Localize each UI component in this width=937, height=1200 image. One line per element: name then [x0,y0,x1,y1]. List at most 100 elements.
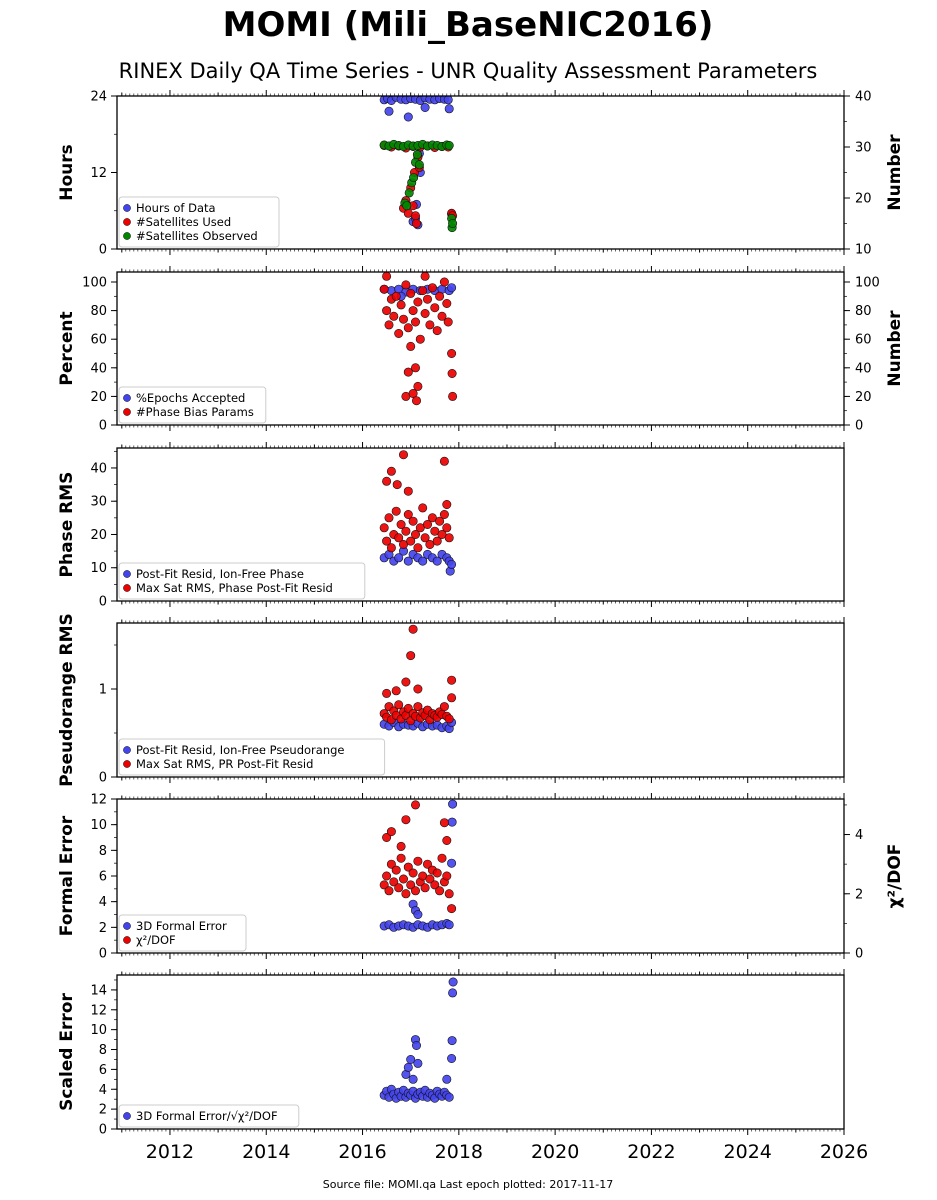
data-point [410,211,420,221]
y-tick-label: 12 [90,793,107,808]
data-point [443,96,453,105]
y-tick-label: 24 [90,90,107,105]
data-point [442,298,452,308]
panel-4: 0 1 Pseudorange RMS Post-Fit Resid, Ion-Fre… [57,613,845,787]
legend-entry: Hours of Data [136,201,216,215]
data-point [410,886,420,896]
data-point [384,886,394,896]
data-point [394,553,404,563]
data-point [394,328,404,338]
legend-marker [123,936,131,944]
data-point [411,396,421,406]
data-point [401,815,411,825]
legend-entry: #Satellites Used [136,215,231,229]
data-point [398,874,408,884]
data-point [432,326,442,336]
plot-frame [116,622,845,778]
data-point [403,862,413,872]
data-point [408,516,418,526]
data-point [418,556,428,566]
data-point [447,858,457,868]
data-point [408,624,418,634]
y-axis-label: Pseudorange RMS [57,613,77,787]
data-point [411,1041,421,1051]
data-point [401,889,411,899]
data-point [384,513,394,523]
data-point [410,800,420,810]
y-tick-label: 12 [90,166,107,181]
y-right-tick-label: 80 [855,304,872,319]
data-point [404,188,414,198]
data-point [439,818,449,828]
y-tick-label: 10 [90,818,107,833]
data-point [430,880,440,890]
legend-entry: %Epochs Accepted [136,391,245,405]
data-point [382,871,392,881]
data-point [379,523,389,533]
data-point [414,160,424,170]
data-point [447,675,457,685]
y-tick-label: 0 [99,243,107,258]
legend-marker [123,394,131,402]
data-point [411,219,421,229]
data-point [401,280,411,290]
data-point [389,877,399,887]
data-point [435,886,445,896]
plot-frame [116,447,845,602]
data-point [447,693,457,703]
plot-frame [116,974,845,1130]
x-tick-label: 2018 [435,1141,483,1163]
y-axis-label: Percent [57,311,77,385]
y-axis-label: Phase RMS [57,472,77,578]
data-point [447,368,457,378]
data-point [386,543,396,553]
data-point [391,506,401,516]
data-point [420,103,430,113]
y-tick-label: 10 [90,561,107,576]
data-points [379,624,457,734]
legend-entry: Post-Fit Resid, Ion-Free Pseudorange [136,743,344,757]
y-tick-label: 6 [99,1063,107,1078]
data-point [382,832,392,842]
data-point [425,320,435,330]
data-point [447,348,457,358]
legend-marker [123,1112,131,1120]
data-point [394,883,404,893]
data-point [439,277,449,287]
data-point [437,853,447,863]
data-point [435,291,445,301]
data-point [447,1054,457,1064]
data-point [432,868,442,878]
data-point [408,868,418,878]
data-point [425,874,435,884]
data-point [427,513,437,523]
data-points [379,977,458,1103]
data-point [442,499,452,509]
data-point [447,1036,457,1046]
data-point [403,556,413,566]
data-point [420,533,430,543]
legend-marker [123,232,131,240]
data-point [408,388,418,398]
legend-box [118,386,267,424]
y-tick-label: 20 [90,528,107,543]
data-point [447,817,457,827]
data-point [413,543,423,553]
y-right-tick-label: 100 [855,276,880,291]
data-point [398,314,408,324]
data-point [420,883,430,893]
legend-marker [123,218,131,226]
legend-box [118,196,280,248]
data-point [447,559,457,569]
data-point [432,556,442,566]
x-tick-label: 2026 [820,1141,868,1163]
legend-entry: χ²/DOF [136,933,176,947]
y-axis-label: Formal Error [57,815,77,936]
y-tick-label: 4 [99,1083,107,1098]
data-point [418,286,428,296]
data-point [410,363,420,373]
data-point [412,150,422,160]
y-right-tick-label: 60 [855,333,872,348]
